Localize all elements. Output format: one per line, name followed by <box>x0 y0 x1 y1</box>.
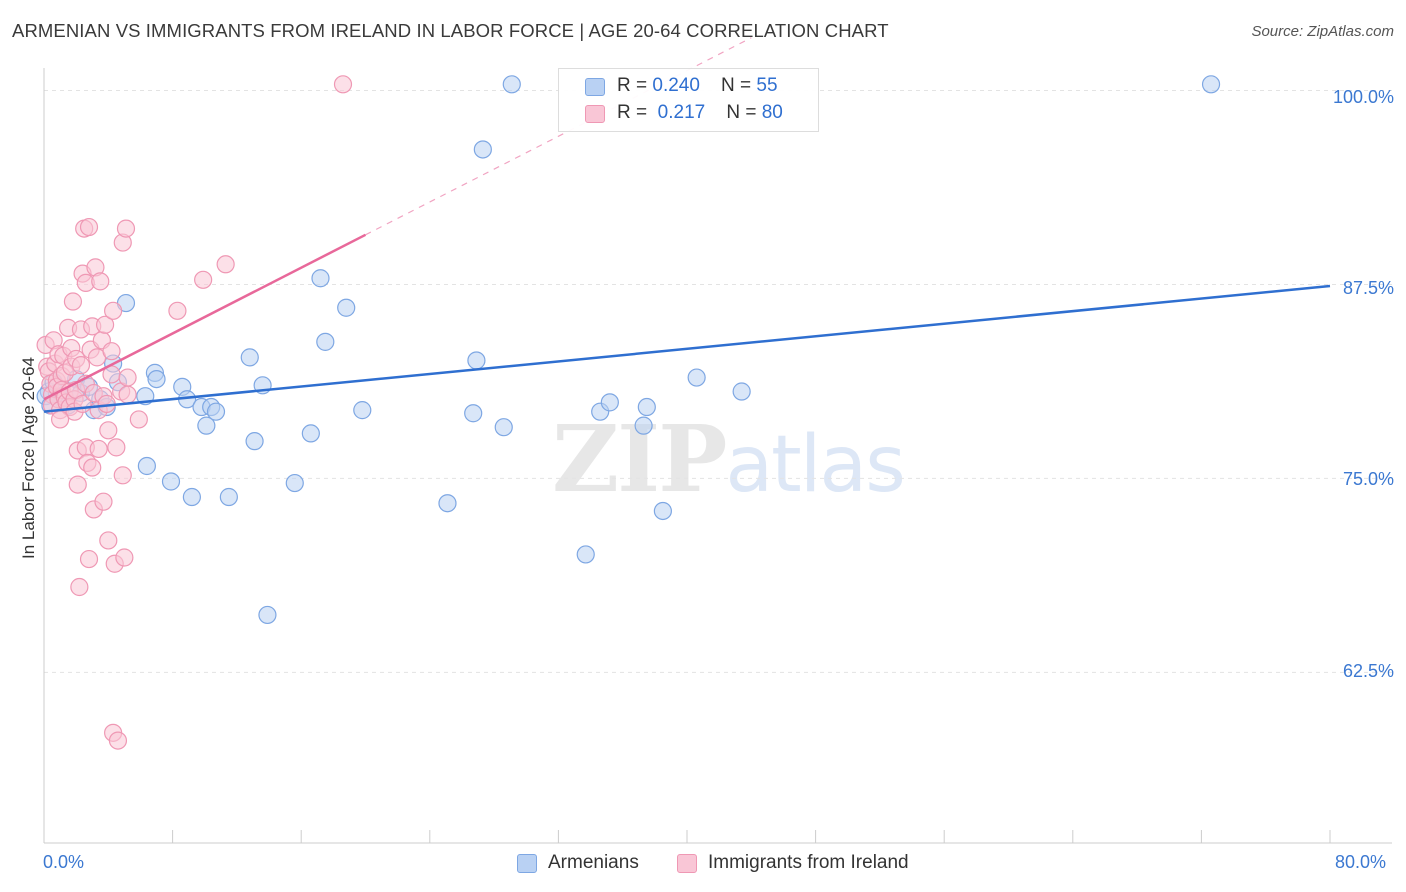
x-tick-label-max: 80.0% <box>1335 852 1387 872</box>
stats-legend: R = 0.240 N = 55 R = 0.217 N = 80 <box>558 68 819 132</box>
armenians-point-47 <box>634 416 653 435</box>
ireland-point-56 <box>95 315 115 334</box>
y-tick-label-87-5: 87.5% <box>1342 278 1394 298</box>
ireland-point-58 <box>99 421 118 440</box>
legend-armenians-swatch <box>517 854 537 873</box>
armenians-point-41 <box>473 140 492 159</box>
ireland-point-62 <box>104 301 123 320</box>
ireland-point-52 <box>91 272 110 291</box>
ireland-point-70 <box>115 548 134 567</box>
armenians-point-43 <box>502 75 521 94</box>
ireland-point-24 <box>63 292 83 311</box>
armenians-point-28 <box>240 348 259 367</box>
armenians-r-value: 0.240 <box>652 75 700 96</box>
armenians-point-38 <box>438 494 457 513</box>
legend-ireland-label: Immigrants from Ireland <box>708 852 909 873</box>
armenians-trend-line <box>43 284 1331 413</box>
ireland-point-51 <box>89 439 108 459</box>
ireland-point-31 <box>70 577 89 597</box>
armenians-point-29 <box>245 432 264 451</box>
y-tick-label-100: 100.0% <box>1332 87 1394 107</box>
y-tick-label-75: 75.0% <box>1342 469 1394 489</box>
x-tick-label-min: 0.0% <box>43 852 85 872</box>
chart-title: ARMENIAN VS IMMIGRANTS FROM IRELAND IN L… <box>12 20 889 41</box>
armenians-point-44 <box>576 545 595 564</box>
ireland-point-74 <box>129 410 148 429</box>
ireland-point-73 <box>118 385 137 404</box>
armenians-point-52 <box>1201 75 1221 94</box>
watermark-atlas: atlas <box>725 420 905 510</box>
ireland-point-33 <box>71 356 91 375</box>
armenians-point-32 <box>285 473 304 493</box>
ireland-point-69 <box>113 466 132 485</box>
ireland-point-75 <box>168 301 187 320</box>
ireland-swatch <box>585 105 605 123</box>
ireland-point-76 <box>194 270 213 289</box>
ireland-point-77 <box>216 255 235 274</box>
ireland-r-value: 0.217 <box>652 102 706 123</box>
armenians-point-22 <box>182 487 201 507</box>
ireland-point-78 <box>333 75 353 94</box>
ireland-point-30 <box>68 475 87 494</box>
armenians-point-18 <box>147 369 166 389</box>
armenians-point-34 <box>311 269 330 288</box>
armenians-point-26 <box>206 402 226 421</box>
ireland-point-59 <box>99 531 118 550</box>
ireland-point-65 <box>107 438 126 457</box>
armenians-point-33 <box>301 424 320 443</box>
ireland-point-79 <box>50 410 70 429</box>
armenians-point-31 <box>258 605 277 625</box>
armenians-point-27 <box>219 487 238 507</box>
ireland-point-71 <box>116 219 136 238</box>
armenians-swatch <box>585 78 605 96</box>
ireland-point-42 <box>79 217 99 237</box>
armenians-point-40 <box>467 351 486 370</box>
ireland-point-41 <box>79 549 99 569</box>
legend-armenians-label: Armenians <box>548 852 639 873</box>
ireland-point-72 <box>118 368 137 387</box>
chart-source: Source: ZipAtlas.com <box>1251 23 1394 40</box>
ireland-point-55 <box>94 492 113 511</box>
armenians-point-36 <box>337 298 356 317</box>
armenians-point-51 <box>732 382 751 401</box>
armenians-point-39 <box>464 404 483 423</box>
ireland-point-60 <box>102 342 121 361</box>
armenians-point-48 <box>637 397 656 417</box>
y-tick-label-62-5: 62.5% <box>1342 661 1394 681</box>
armenians-point-42 <box>494 418 513 437</box>
armenians-point-49 <box>653 501 672 521</box>
legend-ireland-swatch <box>677 854 697 873</box>
armenians-point-46 <box>600 393 619 412</box>
armenians-point-37 <box>353 401 372 420</box>
ireland-stats: R = 0.217 N = 80 <box>617 102 783 123</box>
ireland-point-66 <box>108 731 128 750</box>
armenians-n-value: 55 <box>756 75 778 96</box>
armenians-point-50 <box>687 368 706 387</box>
armenians-stats: R = 0.240 N = 55 <box>617 75 778 96</box>
ireland-trend-line <box>43 233 367 401</box>
armenians-point-16 <box>137 456 156 476</box>
ireland-point-45 <box>83 458 102 477</box>
armenians-point-24 <box>197 416 216 435</box>
armenians-point-35 <box>316 332 335 351</box>
armenians-point-19 <box>161 472 181 491</box>
ireland-n-value: 80 <box>761 102 783 123</box>
